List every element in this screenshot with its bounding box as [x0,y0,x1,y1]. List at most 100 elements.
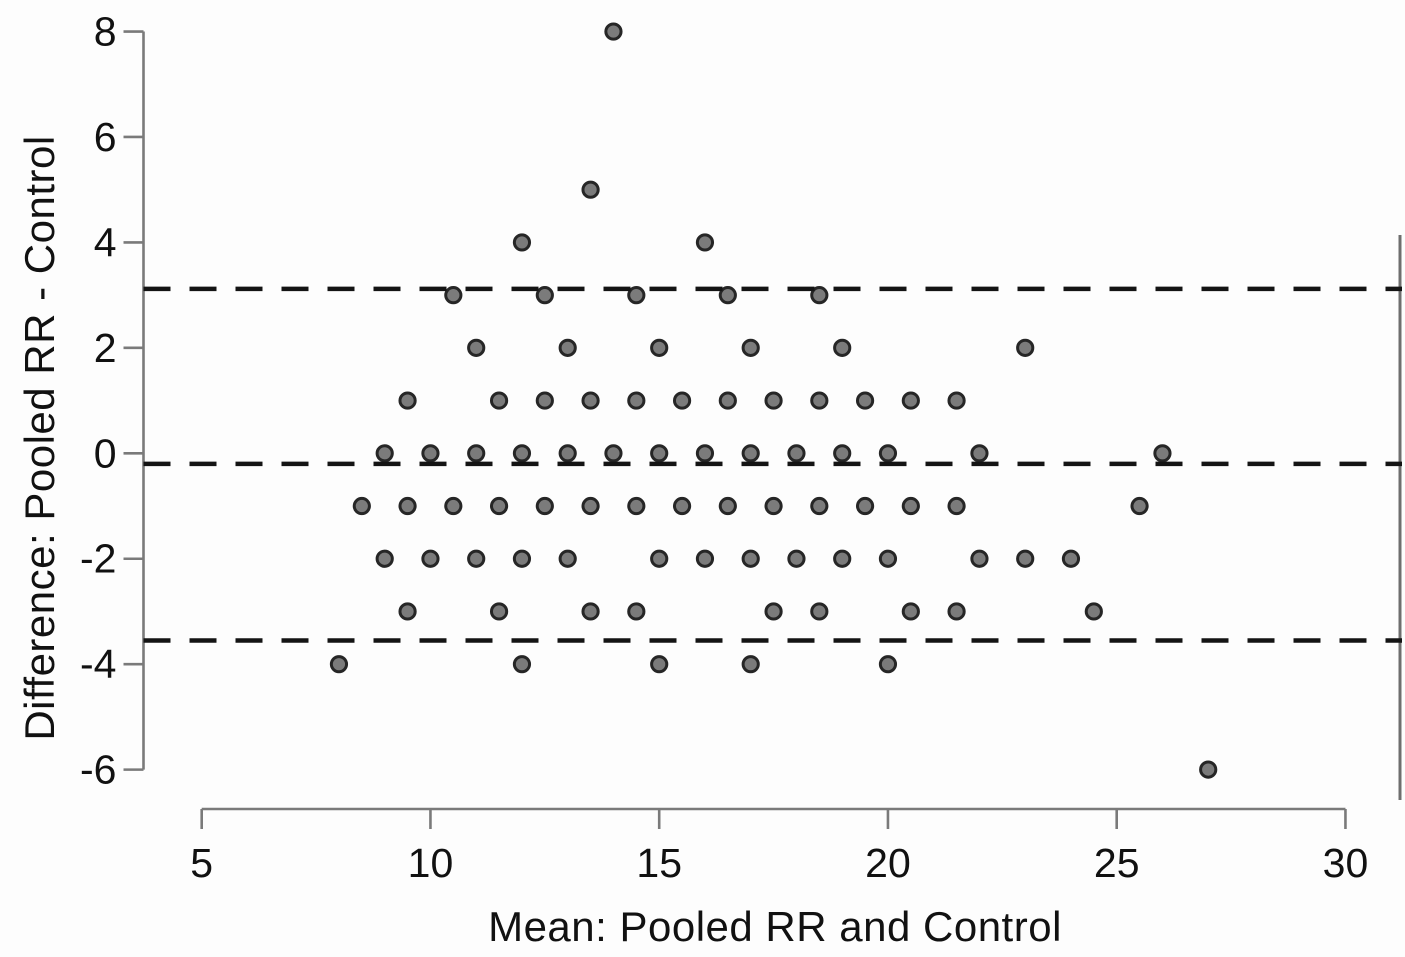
y-tick-label: 4 [94,219,117,265]
data-point [489,602,509,621]
y-axis-title: Difference: Pooled RR - Control [16,135,63,741]
data-point [810,496,829,516]
data-point [421,444,440,463]
y-tick-label: -6 [80,747,116,793]
data-point [1084,602,1103,621]
data-point [878,444,898,463]
data-point [604,444,623,463]
x-axis-title: Mean: Pooled RR and Control [488,903,1062,950]
data-point [1061,549,1081,568]
data-point [352,496,371,516]
x-tick-label: 30 [1323,840,1369,886]
data-point [535,496,554,516]
y-tick-label: 8 [94,9,117,55]
data-point [878,549,898,568]
data-point [878,655,898,674]
data-point [718,391,737,410]
data-point [558,549,577,568]
data-point [1016,549,1035,568]
data-point [855,391,875,410]
data-point [467,338,486,357]
data-point [1130,496,1149,516]
data-point [398,602,417,621]
data-point [833,338,852,357]
data-point [901,496,920,516]
x-tick-label: 25 [1094,840,1140,886]
data-point [1199,760,1218,779]
data-point [581,496,600,516]
data-point [833,444,852,463]
data-point [855,496,875,516]
data-point [329,655,349,674]
data-point [947,602,966,621]
data-point [741,444,760,463]
x-tick-label: 15 [636,840,682,886]
data-point [901,391,920,410]
data-point [810,286,829,305]
data-point [444,496,463,516]
data-point [512,233,532,252]
data-point [695,549,715,568]
data-point [489,496,509,516]
data-point [741,655,760,674]
data-point [1016,338,1035,357]
data-point [764,391,783,410]
data-point [627,602,646,621]
data-point [467,444,486,463]
data-point [604,22,623,41]
data-point [650,655,669,674]
x-tick-label: 20 [865,840,911,886]
data-point [787,549,806,568]
data-point [695,444,715,463]
data-point [764,602,783,621]
data-point [512,444,532,463]
data-point [1153,444,1172,463]
data-point [764,496,783,516]
data-point [901,602,920,621]
data-point [398,496,417,516]
data-point [650,549,669,568]
data-point [672,496,692,516]
data-point [489,391,509,410]
data-point [650,444,669,463]
data-point [558,444,577,463]
data-point [741,338,760,357]
data-point [581,602,600,621]
data-point [810,391,829,410]
data-point [718,286,737,305]
data-point [375,444,394,463]
data-point [444,286,463,305]
data-point [741,549,760,568]
x-tick-label: 5 [190,840,213,886]
data-point [581,391,600,410]
data-point [421,549,440,568]
data-point [398,391,417,410]
data-point [375,549,394,568]
data-point [947,391,966,410]
data-point [650,338,669,357]
x-tick-label: 10 [408,840,454,886]
data-point [627,496,646,516]
y-tick-label: -2 [80,536,116,582]
y-tick-label: -4 [80,641,116,687]
data-point [833,549,852,568]
data-point [695,233,715,252]
data-point [581,180,600,199]
data-point [947,496,966,516]
data-point [627,391,646,410]
data-point [512,655,532,674]
data-point [672,391,692,410]
data-point [467,549,486,568]
y-tick-label: 0 [94,430,117,476]
data-point [535,391,554,410]
data-point [558,338,577,357]
data-point [535,286,554,305]
y-tick-label: 2 [94,325,117,371]
y-tick-label: 6 [94,114,117,160]
data-point [627,286,646,305]
data-point [787,444,806,463]
data-point [718,496,737,516]
data-point [970,444,989,463]
